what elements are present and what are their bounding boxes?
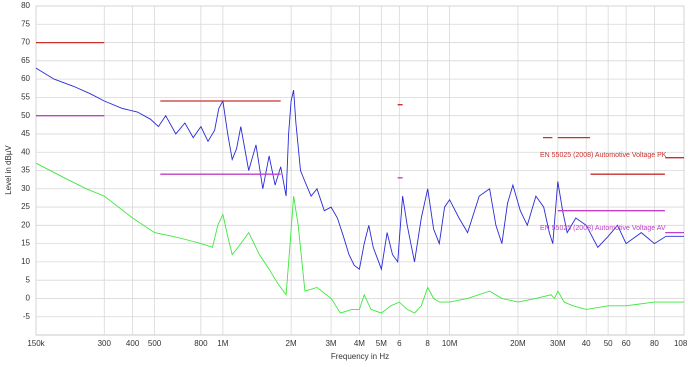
y-tick-label: 40 bbox=[21, 147, 30, 156]
x-tick-label: 8 bbox=[425, 339, 430, 348]
y-tick-label: 20 bbox=[21, 220, 30, 229]
x-tick-label: 80 bbox=[650, 339, 659, 348]
x-tick-label: 3M bbox=[325, 339, 336, 348]
y-tick-label: 55 bbox=[21, 92, 30, 101]
x-axis-label: Frequency in Hz bbox=[331, 352, 389, 361]
x-tick-label: 108M bbox=[674, 339, 688, 348]
x-tick-label: 2M bbox=[286, 339, 297, 348]
y-tick-label: 65 bbox=[21, 56, 30, 65]
y-tick-label: 80 bbox=[21, 1, 30, 10]
limit-line bbox=[36, 41, 684, 175]
y-tick-label: -5 bbox=[23, 312, 31, 321]
trace bbox=[35, 162, 684, 314]
y-tick-label: 10 bbox=[21, 257, 30, 266]
x-tick-label: 10M bbox=[442, 339, 458, 348]
x-tick-label: 300 bbox=[98, 339, 112, 348]
x-tick-label: 40 bbox=[582, 339, 591, 348]
x-tick-label: 30M bbox=[550, 339, 566, 348]
y-tick-label: 60 bbox=[21, 74, 30, 83]
y-tick-label: 30 bbox=[21, 184, 30, 193]
y-tick-label: 70 bbox=[21, 38, 30, 47]
y-tick-label: 0 bbox=[26, 294, 31, 303]
y-tick-label: 25 bbox=[21, 202, 30, 211]
x-tick-label: 5M bbox=[376, 339, 387, 348]
x-tick-label: 150k bbox=[27, 339, 45, 348]
y-tick-label: 50 bbox=[21, 111, 30, 120]
x-tick-label: 1M bbox=[217, 339, 228, 348]
x-tick-label: 4M bbox=[354, 339, 365, 348]
limit-label: EN 55025 (2008) Automotive Voltage AV bbox=[540, 225, 666, 232]
y-tick-label: 45 bbox=[21, 129, 30, 138]
x-tick-label: 6 bbox=[397, 339, 402, 348]
x-tick-label: 20M bbox=[510, 339, 526, 348]
x-tick-label: 500 bbox=[148, 339, 162, 348]
y-tick-label: 5 bbox=[26, 275, 31, 284]
x-tick-label: 50 bbox=[604, 339, 613, 348]
limit-line bbox=[36, 115, 684, 234]
trace bbox=[35, 67, 684, 271]
limit-label: EN 55025 (2008) Automotive Voltage PK bbox=[540, 152, 667, 159]
x-tick-label: 60 bbox=[622, 339, 631, 348]
y-tick-label: 75 bbox=[21, 19, 30, 28]
y-axis-label: Level in dBµV bbox=[4, 145, 13, 195]
x-tick-label: 800 bbox=[194, 339, 208, 348]
x-tick-label: 400 bbox=[126, 339, 140, 348]
y-tick-label: 35 bbox=[21, 166, 30, 175]
y-tick-label: 15 bbox=[21, 239, 30, 248]
